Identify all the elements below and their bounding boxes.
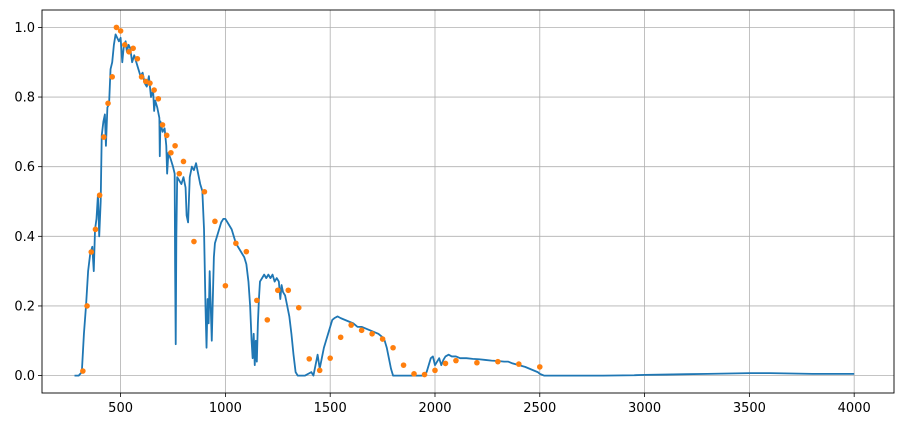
sample-point	[105, 100, 111, 107]
axis-ticks: 500 1000 1500 2000 2500 3000 3500 4000 0.0 0.2 0.4…	[14, 21, 870, 416]
sample-point	[369, 331, 375, 337]
sample-point	[80, 368, 86, 374]
sample-point	[201, 188, 208, 195]
sample-point	[264, 317, 271, 323]
sample-point	[400, 362, 407, 368]
x-tick-label: 500	[108, 401, 133, 416]
x-tick-label: 2000	[418, 401, 451, 416]
sample-point	[151, 87, 157, 93]
sample-point	[536, 364, 543, 370]
sample-point	[358, 327, 365, 334]
sample-point	[337, 334, 344, 341]
sample-point	[274, 287, 281, 294]
sample-point	[176, 170, 183, 177]
sample-point	[163, 132, 170, 139]
sample-point	[212, 218, 218, 225]
y-tick-label: 0.2	[14, 299, 35, 314]
sample-point	[142, 78, 149, 85]
sample-point	[348, 322, 354, 328]
sample-point	[495, 358, 501, 365]
sample-point	[421, 371, 428, 378]
sample-point	[316, 367, 323, 374]
sample-point	[411, 371, 417, 377]
sample-point	[432, 367, 438, 374]
spectrum-line	[74, 33, 855, 377]
sample-point	[147, 80, 153, 86]
sample-point	[130, 45, 136, 52]
sample-point	[138, 74, 145, 80]
x-tick-label: 2500	[523, 401, 556, 416]
sample-point	[222, 282, 229, 289]
sample-point	[121, 42, 128, 48]
sample-point	[442, 360, 449, 367]
sample-point	[474, 359, 480, 366]
sample-point	[88, 249, 95, 255]
sample-point	[327, 355, 333, 361]
sample-point	[168, 149, 174, 156]
sample-point	[191, 238, 197, 245]
x-tick-label: 3000	[628, 401, 661, 416]
x-tick-label: 1000	[209, 401, 242, 416]
x-tick-label: 4000	[838, 401, 871, 416]
x-tick-label: 3500	[733, 401, 766, 416]
y-tick-label: 0.8	[14, 91, 35, 106]
y-tick-label: 0.0	[14, 369, 35, 384]
sample-point	[126, 48, 132, 55]
sample-point	[233, 240, 239, 247]
x-tick-label: 1500	[314, 401, 347, 416]
sample-point	[155, 95, 162, 102]
y-tick-label: 0.6	[14, 160, 35, 175]
sample-point	[295, 304, 302, 311]
sample-point	[453, 357, 459, 364]
sample-point	[113, 24, 120, 31]
sample-point	[84, 303, 90, 309]
sample-point	[306, 356, 313, 362]
sample-point	[243, 248, 250, 255]
grid	[42, 10, 894, 393]
plot-frame	[41, 9, 895, 394]
sample-point	[134, 55, 141, 62]
sample-point	[180, 158, 187, 165]
sample-point	[379, 336, 386, 342]
sample-point	[159, 122, 166, 128]
y-tick-label: 1.0	[14, 21, 35, 36]
sample-point	[117, 28, 124, 34]
sample-point	[101, 134, 107, 140]
sample-point	[285, 287, 292, 294]
sample-point	[96, 192, 103, 199]
y-tick-label: 0.4	[14, 230, 35, 245]
plot-series	[74, 24, 855, 378]
sample-point	[172, 142, 178, 149]
sample-point	[390, 344, 396, 351]
sample-point	[109, 74, 116, 80]
sample-point	[92, 226, 99, 233]
sample-point	[254, 297, 260, 304]
sample-point	[516, 361, 522, 367]
